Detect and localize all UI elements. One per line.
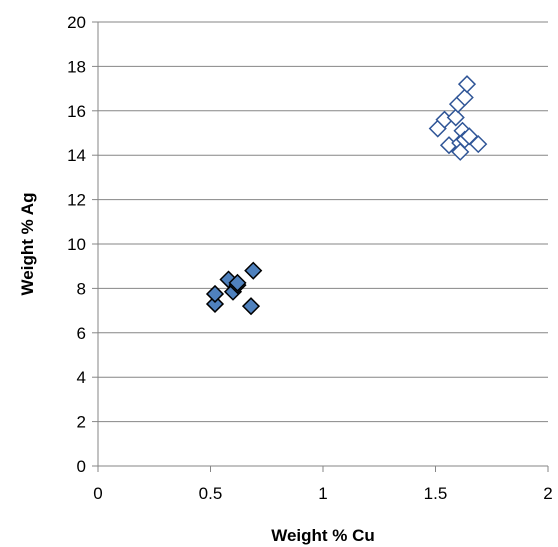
data-point-filled-diamond [205, 294, 225, 314]
x-tick-label: 0.5 [199, 484, 223, 503]
y-axis-title: Weight % Ag [18, 193, 37, 296]
series-2 [428, 75, 488, 161]
y-tick-labels: 0 2 4 6 8 10 12 14 16 18 20 [67, 13, 86, 476]
y-tick-label: 20 [67, 13, 86, 32]
x-tick-label: 2 [543, 484, 552, 503]
data-point-filled-diamond [244, 261, 263, 280]
data-point-filled-diamond [228, 273, 247, 292]
y-tick-label: 8 [77, 279, 86, 298]
x-tick-label: 1.5 [424, 484, 448, 503]
data-point-filled-diamond [205, 284, 225, 304]
y-tick-label: 18 [67, 57, 86, 76]
x-tick-label: 0 [93, 484, 102, 503]
data-point-open-diamond [457, 75, 477, 94]
data-point-open-diamond [469, 135, 488, 154]
series-1 [205, 261, 263, 316]
y-tick-label: 16 [67, 102, 86, 121]
y-tick-label: 6 [77, 324, 86, 343]
data-point-filled-diamond [241, 297, 261, 316]
y-tick-label: 2 [77, 413, 86, 432]
data-points [205, 75, 488, 316]
y-tick-label: 4 [77, 368, 86, 387]
x-tick-labels: 0 0.5 1 1.5 2 [93, 484, 552, 503]
axes [92, 21, 549, 472]
y-tick-label: 0 [77, 457, 86, 476]
y-tick-label: 14 [67, 146, 86, 165]
data-point-open-diamond [446, 108, 465, 127]
y-tick-label: 10 [67, 235, 86, 254]
x-tick-label: 1 [318, 484, 327, 503]
y-tick-label: 12 [67, 191, 86, 210]
x-axis-title: Weight % Cu [271, 526, 375, 545]
data-point-open-diamond [455, 88, 474, 107]
gridlines [98, 21, 548, 423]
